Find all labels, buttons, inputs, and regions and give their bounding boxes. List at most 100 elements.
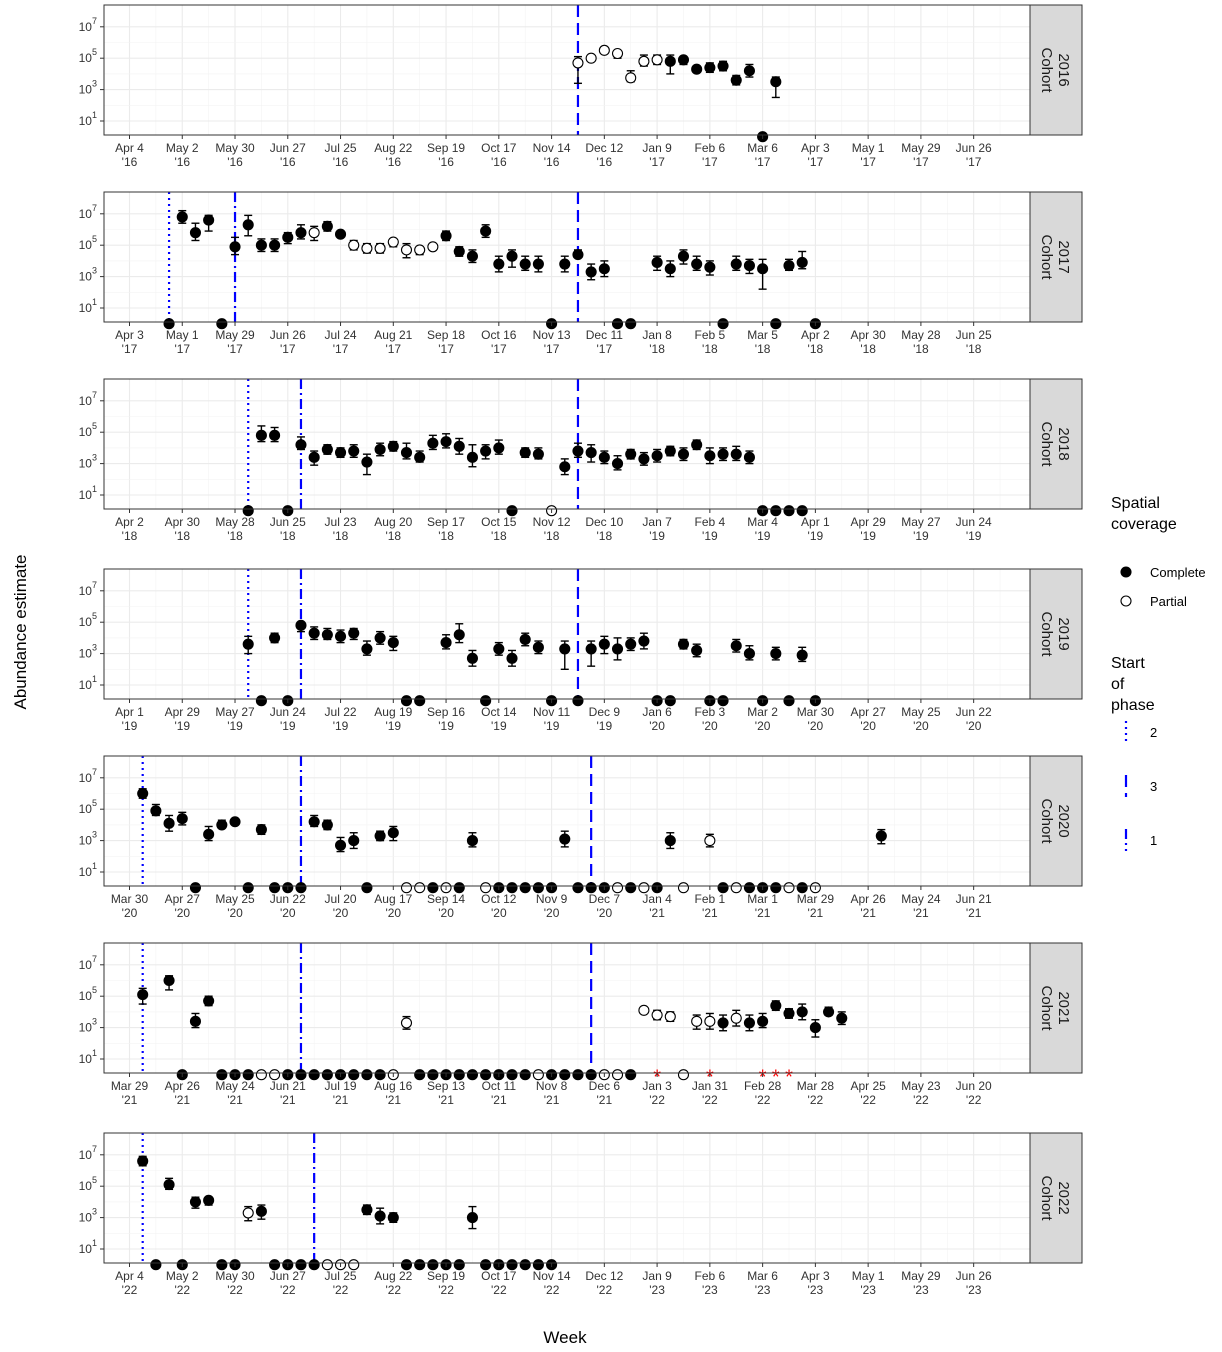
x-tick-year: '21 (597, 1093, 613, 1107)
x-tick-year: '19 (385, 719, 401, 733)
x-tick-label: Sep 16'19 (427, 705, 465, 733)
legend-coverage-title: Spatial coverage (1111, 495, 1177, 533)
x-tick-year: '18 (333, 529, 349, 543)
x-tick-label: Apr 2'18 (115, 515, 144, 543)
data-point-complete (321, 1069, 333, 1081)
data-point-complete (387, 827, 399, 839)
x-tick-date: Apr 30 (850, 328, 886, 342)
data-point-complete (519, 882, 531, 894)
x-tick-label: Jan 7'19 (642, 515, 672, 543)
data-point-complete (387, 637, 399, 649)
x-tick-year: '21 (913, 906, 929, 920)
x-tick-date: Feb 5 (695, 328, 726, 342)
x-tick-year: '22 (597, 1283, 613, 1297)
strip-year: 2020 (1055, 804, 1072, 837)
x-tick-year: '20 (491, 906, 507, 920)
x-tick-year: '20 (385, 906, 401, 920)
data-point-complete (717, 1017, 729, 1029)
x-tick-year: '18 (649, 342, 665, 356)
x-tick-label: Mar 6'23 (747, 1269, 778, 1297)
x-tick-year: '22 (280, 1283, 296, 1297)
x-tick-label: Nov 14'22 (533, 1269, 571, 1297)
y-tick-label: 105 (79, 421, 97, 439)
data-point-complete (506, 652, 518, 664)
data-point-complete (414, 1069, 426, 1081)
data-point-complete (334, 839, 347, 851)
y-tick-base: 10 (79, 1179, 93, 1193)
data-point-complete (414, 1259, 426, 1271)
y-tick-base: 10 (79, 1052, 93, 1066)
x-tick-date: Jan 8 (642, 328, 672, 342)
facet-strip (1029, 1132, 1083, 1264)
x-tick-label: Apr 29'19 (850, 515, 886, 543)
x-tick-date: Jul 22 (325, 705, 357, 719)
panel-background (104, 756, 1030, 886)
data-point-complete (189, 227, 201, 239)
y-tick-label: 101 (79, 484, 97, 502)
data-point-complete (611, 643, 624, 655)
data-point-complete (203, 828, 215, 840)
y-tick-base: 10 (79, 958, 93, 972)
data-point-complete (691, 258, 703, 270)
data-point-complete (743, 1017, 755, 1029)
asterisk-marker: * (653, 1067, 661, 1089)
x-tick-year: '20 (122, 906, 138, 920)
x-tick-year: '20 (913, 719, 929, 733)
data-point-complete (321, 443, 333, 456)
x-tick-label: Mar 5'18 (747, 328, 778, 356)
data-point-complete (664, 695, 676, 707)
y-tick-exponent: 7 (92, 1144, 97, 1154)
data-point-complete (625, 882, 637, 894)
y-tick-exponent: 3 (92, 453, 97, 463)
y-tick-base: 10 (79, 488, 93, 502)
x-tick-date: May 25 (901, 705, 941, 719)
y-tick-exponent: 1 (92, 1238, 97, 1248)
data-point-complete (269, 429, 281, 441)
data-point-complete (216, 819, 228, 831)
data-point-complete (730, 448, 742, 460)
x-tick-label: Jun 26'17 (956, 141, 992, 169)
data-point-complete (559, 258, 571, 270)
x-tick-year: '19 (174, 719, 190, 733)
x-tick-label: Feb 6'23 (695, 1269, 726, 1297)
x-tick-date: Dec 10 (585, 515, 623, 529)
data-point-complete (770, 1000, 782, 1012)
y-axis-title: Abundance estimate (11, 555, 30, 710)
data-point-partial (585, 52, 597, 64)
data-point-partial (532, 1069, 544, 1081)
data-point-partial (638, 1004, 650, 1016)
data-point-complete (730, 258, 742, 270)
x-tick-label: Nov 9'20 (536, 892, 568, 920)
x-tick-year: '21 (122, 1093, 138, 1107)
x-tick-year: '22 (438, 1283, 454, 1297)
x-tick-date: Feb 28 (744, 1079, 782, 1093)
x-tick-label: May 24'21 (901, 892, 941, 920)
x-tick-label: May 1'23 (852, 1269, 885, 1297)
data-point-complete (137, 989, 149, 1001)
x-tick-label: Dec 10'18 (585, 515, 623, 543)
x-tick-label: Feb 3'20 (695, 705, 726, 733)
x-tick-date: May 2 (166, 1269, 199, 1283)
data-point-complete (480, 225, 492, 237)
x-tick-label: Mar 30'20 (111, 892, 149, 920)
x-tick-date: Aug 20 (374, 515, 412, 529)
x-tick-year: '21 (385, 1093, 401, 1107)
data-point-complete (414, 695, 426, 707)
x-tick-year: '18 (860, 342, 876, 356)
y-tick-base: 10 (79, 771, 93, 785)
x-tick-year: '22 (122, 1283, 138, 1297)
x-tick-label: May 25'20 (901, 705, 941, 733)
x-tick-year: '20 (860, 719, 876, 733)
data-point-complete (361, 882, 373, 894)
data-point-complete (400, 695, 413, 707)
x-tick-year: '17 (755, 155, 771, 169)
x-tick-label: Mar 4'19 (747, 515, 778, 543)
data-point-partial (598, 44, 610, 56)
x-tick-label: Apr 27'20 (850, 705, 886, 733)
data-point-complete (651, 450, 663, 462)
x-tick-year: '20 (544, 906, 560, 920)
